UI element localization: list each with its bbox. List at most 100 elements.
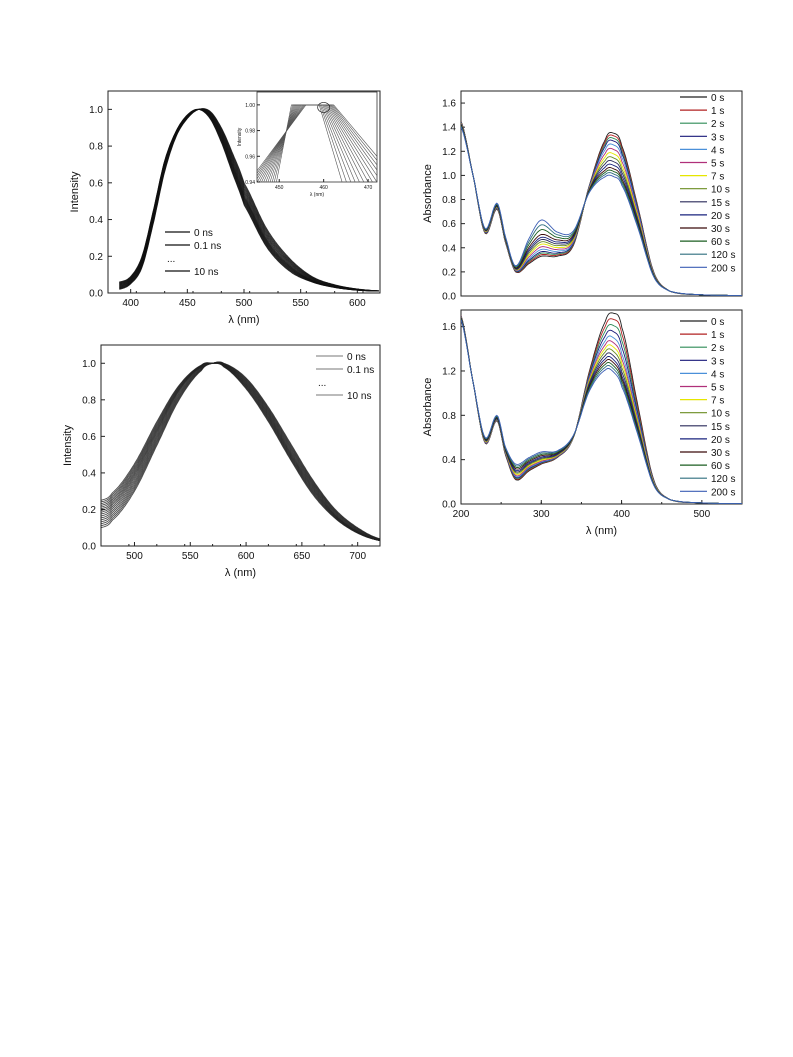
series-line [101,361,380,540]
x-tick-label: 450 [179,298,196,309]
legend-label: 7 s [711,172,724,183]
x-tick-label: 500 [126,551,143,562]
series-line [461,316,742,504]
x-tick-label: 600 [238,551,255,562]
legend-label: 15 s [711,198,730,209]
y-tick-label: 1.0 [442,171,456,182]
legend-label: ... [318,378,326,389]
x-tick-label: 500 [236,298,253,309]
x-tick-label: 300 [533,509,550,520]
legend-label: 60 s [711,461,730,472]
legend-label: 5 s [711,159,724,170]
legend-label: 200 s [711,263,735,274]
y-tick-label: 1.2 [442,366,456,377]
series-line [461,319,742,504]
series-line [461,317,742,504]
y-tick-label: 0.0 [82,542,96,553]
inset-curves [257,104,377,182]
inset-x-tick-label: 450 [275,185,284,191]
series-line [101,361,380,540]
y-tick-label: 0.4 [442,455,456,466]
legend-label: 2 s [711,343,724,354]
legend-label: ... [167,254,175,265]
y-tick-label: 0.8 [442,411,456,422]
legend-label: 30 s [711,224,730,235]
x-tick-label: 600 [349,298,366,309]
legend-label: 0 ns [347,352,366,363]
y-axis-label: Absorbance [422,164,434,223]
curves [461,312,742,504]
legend-label: 5 s [711,383,724,394]
y-tick-label: 0.2 [442,267,456,278]
legend-label: 0 s [711,317,724,328]
legend-label: 1 s [711,106,724,117]
legend-label: 4 s [711,145,724,156]
legend-label: 120 s [711,250,735,261]
inset-x-axis-label: λ (nm) [310,192,325,198]
series-line [461,317,742,504]
y-tick-label: 0.8 [82,395,96,406]
y-tick-label: 0.0 [89,289,103,300]
legend-label: 15 s [711,422,730,433]
legend-label: 60 s [711,237,730,248]
x-tick-label: 550 [292,298,309,309]
x-tick-label: 650 [294,551,311,562]
plot-frame [460,90,743,297]
y-tick-label: 0.4 [442,243,456,254]
legend-label: 20 s [711,435,730,446]
x-axis-label: λ (nm) [228,314,259,326]
plot-frame [460,309,743,505]
inset-y-tick-label: 0.98 [245,129,255,135]
series-line [461,316,742,504]
y-tick-label: 1.6 [442,322,456,333]
legend-label: 0 s [711,93,724,104]
legend-label: 0.1 ns [347,365,374,376]
legend-label: 10 ns [194,267,218,278]
y-tick-label: 0.4 [82,468,96,479]
x-axis-label: λ (nm) [225,567,256,579]
legend-label: 0.1 ns [194,241,221,252]
series-line [461,317,742,504]
legend-label: 1 s [711,330,724,341]
legend-label: 7 s [711,396,724,407]
legend-label: 0 ns [194,228,213,239]
y-axis-label: Absorbance [422,378,434,437]
y-tick-label: 0.4 [89,215,103,226]
x-tick-label: 400 [613,509,630,520]
y-tick-label: 0.2 [89,252,103,263]
series-line [101,361,380,540]
inset-y-tick-label: 0.96 [245,154,255,160]
y-tick-label: 0.8 [89,142,103,153]
series-line [119,108,380,292]
x-tick-label: 500 [694,509,711,520]
panel-bottom-left: 0.0 0.2 0.4 0.6 0.8 1.0 500 550 600 650 700 λ (nm) I… [62,344,381,579]
y-tick-label: 0.6 [442,219,456,230]
series-line [101,361,380,540]
y-tick-label: 0.0 [442,292,456,303]
x-tick-label: 700 [349,551,366,562]
x-axis-label: λ (nm) [586,525,617,537]
legend-label: 3 s [711,132,724,143]
y-tick-label: 1.2 [442,147,456,158]
series-line [461,316,742,504]
legend-label: 3 s [711,356,724,367]
panel-top-left: 0.0 0.2 0.4 0.6 0.8 1.0 400 450 500 550 600 λ (nm) I… [69,90,381,326]
y-tick-label: 0.8 [442,195,456,206]
series-line [461,120,742,296]
y-axis-label: Intensity [69,171,81,212]
y-tick-label: 1.0 [89,105,103,116]
legend-label: 2 s [711,119,724,130]
y-tick-label: 0.6 [89,178,103,189]
legend-label: 20 s [711,211,730,222]
inset-y-tick-label: 1.00 [245,103,255,109]
panel-top-right: 0.0 0.2 0.4 0.6 0.8 1.0 1.2 1.4 1.6 Absorbance 0 s… [422,90,743,303]
series-line [101,362,380,541]
curves [119,108,380,292]
y-tick-label: 0.2 [82,505,96,516]
inset-y-tick-label: 0.94 [245,180,255,186]
series-line [461,315,742,504]
panel-bottom-right: 0.0 0.4 0.8 1.2 1.6 200 300 400 500 λ (nm) Absorba… [422,309,743,537]
legend-label: 120 s [711,474,735,485]
legend-label: 4 s [711,369,724,380]
